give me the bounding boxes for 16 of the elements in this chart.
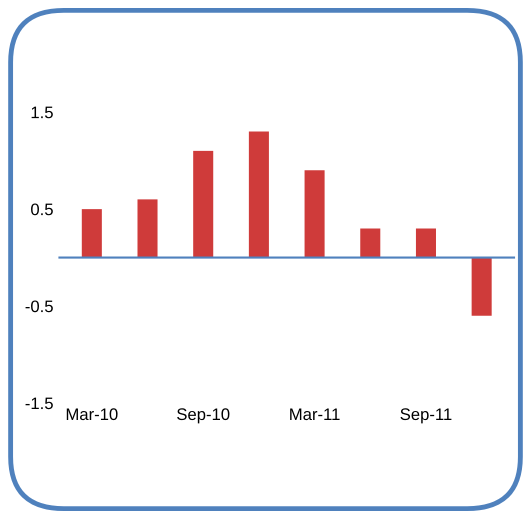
bar <box>82 209 102 258</box>
y-tick-label: -0.5 <box>26 300 53 312</box>
bar <box>304 170 325 258</box>
bar <box>360 228 380 258</box>
bar <box>472 258 492 316</box>
y-tick-label: -1.5 <box>26 398 53 410</box>
bar <box>137 199 158 258</box>
y-tick-label: 0.5 <box>31 203 53 216</box>
bar <box>416 228 436 258</box>
bar <box>248 131 269 258</box>
x-tick-label: Mar-10 <box>66 408 118 420</box>
x-tick-label: Sep-10 <box>177 408 230 424</box>
bar <box>193 150 214 258</box>
y-tick-label: 1.5 <box>32 106 53 118</box>
x-tick-label: Sep-11 <box>400 408 452 424</box>
x-tick-label: Mar-11 <box>290 408 340 420</box>
